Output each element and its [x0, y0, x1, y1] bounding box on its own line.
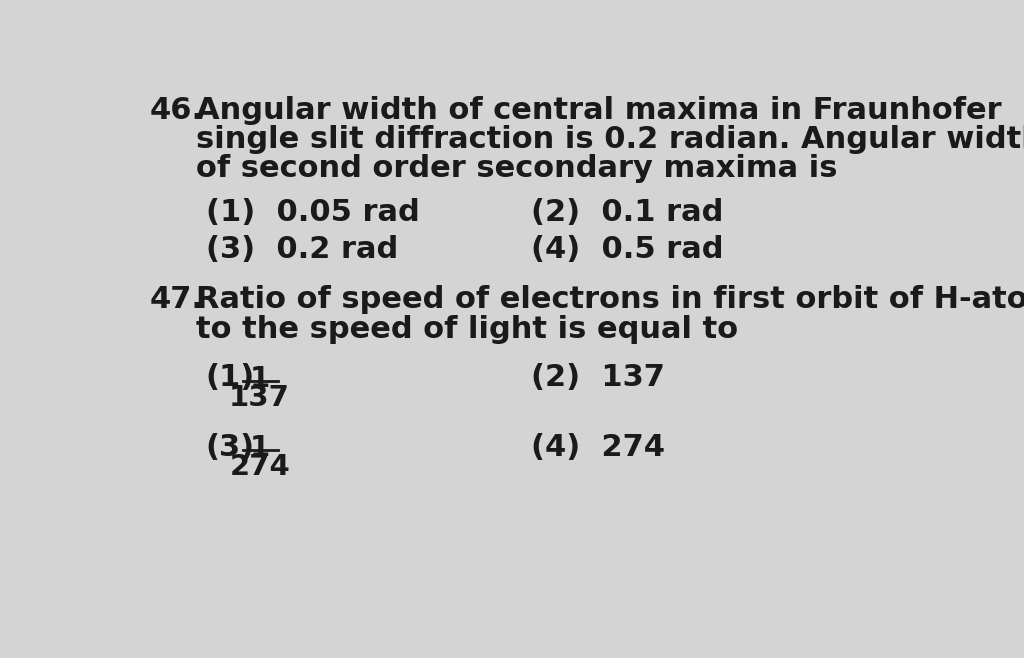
Text: Angular width of central maxima in Fraunhofer: Angular width of central maxima in Fraun… [197, 96, 1001, 125]
Text: 47.: 47. [150, 286, 204, 315]
Text: to the speed of light is equal to: to the speed of light is equal to [197, 315, 738, 343]
Text: single slit diffraction is 0.2 radian. Angular width: single slit diffraction is 0.2 radian. A… [197, 125, 1024, 154]
Text: (2)  0.1 rad: (2) 0.1 rad [531, 197, 723, 226]
Text: 137: 137 [229, 384, 290, 412]
Text: 1: 1 [250, 365, 270, 393]
Text: (3): (3) [206, 432, 255, 461]
Text: (4)  274: (4) 274 [531, 432, 665, 461]
Text: (4)  0.5 rad: (4) 0.5 rad [531, 234, 724, 263]
Text: (2)  137: (2) 137 [531, 363, 665, 392]
Text: 274: 274 [229, 453, 290, 481]
Text: 1: 1 [250, 434, 270, 462]
Text: (3)  0.2 rad: (3) 0.2 rad [206, 234, 397, 263]
Text: Ratio of speed of electrons in first orbit of H-atom: Ratio of speed of electrons in first orb… [197, 286, 1024, 315]
Text: 46.: 46. [150, 96, 204, 125]
Text: of second order secondary maxima is: of second order secondary maxima is [197, 155, 838, 184]
Text: (1): (1) [206, 363, 255, 392]
Text: (1)  0.05 rad: (1) 0.05 rad [206, 197, 419, 226]
